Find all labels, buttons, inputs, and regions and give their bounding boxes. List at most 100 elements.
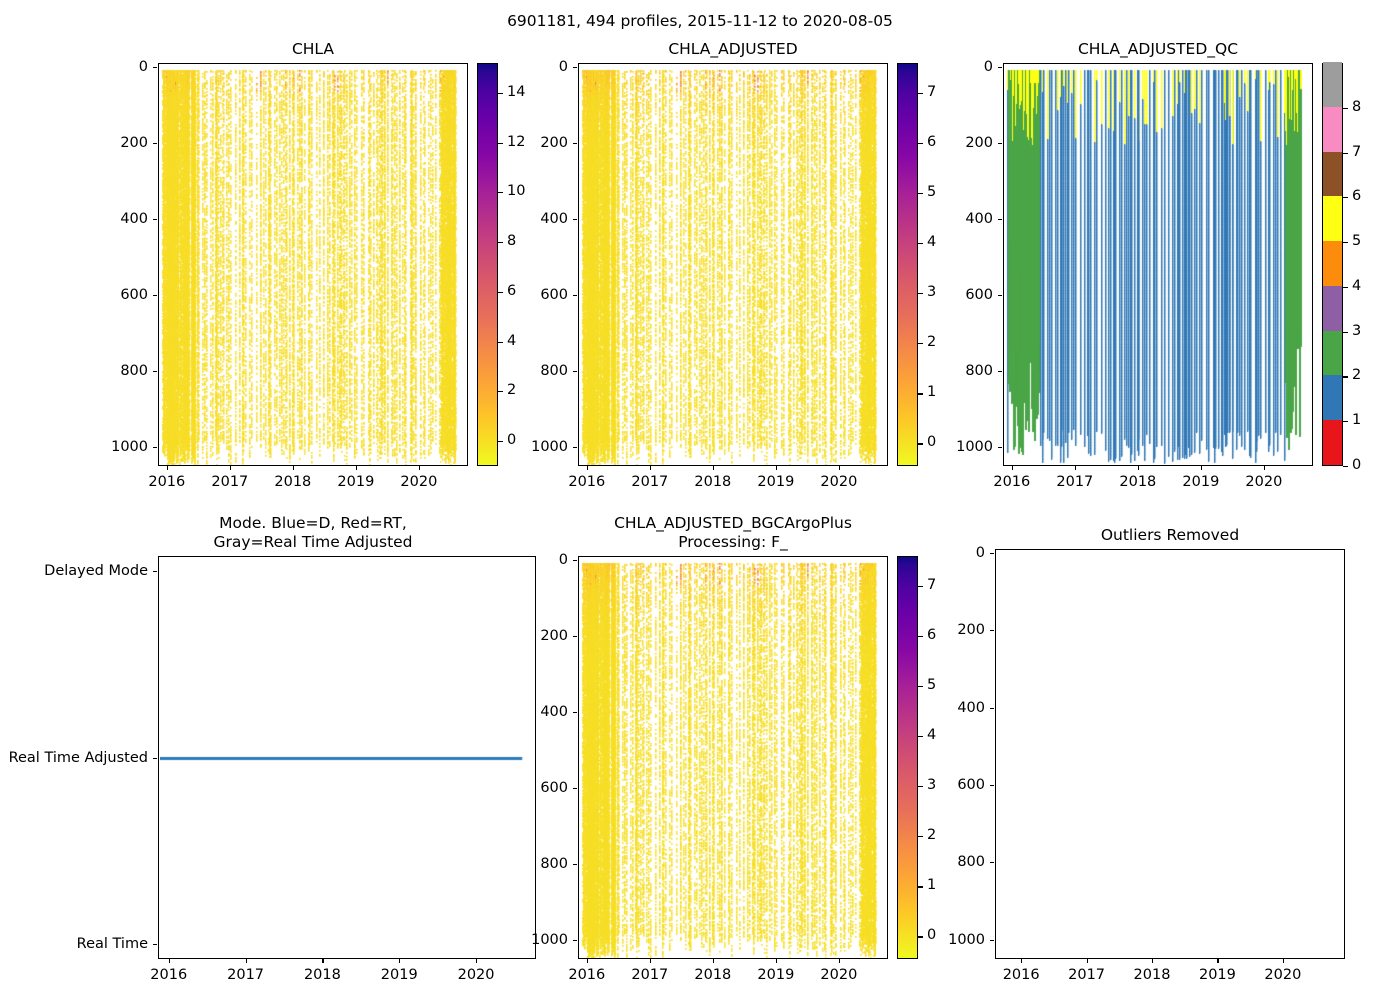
chlaadj-xtick-2017: [649, 466, 651, 470]
figure-title: 6901181, 494 profiles, 2015-11-12 to 202…: [507, 12, 893, 30]
axes-mode[interactable]: [158, 556, 536, 959]
mode-ytick-label-1: Real Time Adjusted: [8, 749, 148, 766]
qc-cbtick-label-3: 3: [1352, 322, 1362, 339]
out-xtick-label-2019: 2019: [1198, 967, 1236, 983]
qc-cbtick-label-4: 4: [1352, 277, 1362, 294]
chlaadj-xtick-label-2017: 2017: [631, 474, 669, 490]
out-ytick-600: [990, 784, 994, 787]
bgc-ytick-400: [573, 711, 577, 713]
chlaadj-cbtick-label-6: 6: [927, 134, 937, 151]
chlaadj-cbtick-7: [918, 93, 923, 95]
bgc-xtick-label-2019: 2019: [757, 967, 795, 983]
bgc-xtick-2019: [775, 959, 777, 963]
bgc-ytick-600: [573, 787, 577, 789]
bgc-cbtick-5: [918, 686, 923, 688]
chla-xtick-2017: [229, 466, 231, 470]
chla-cbtick-6: [498, 291, 503, 293]
panel-outliers-removed-title: Outliers Removed: [1100, 526, 1240, 544]
chlaadj-xtick-label-2018: 2018: [694, 474, 732, 490]
bgc-cbtick-6: [918, 636, 923, 638]
axes-chla-adjusted[interactable]: [578, 63, 888, 466]
qc-cbtick-label-0: 0: [1352, 457, 1362, 473]
chla-ytick-0: [153, 66, 157, 68]
chla-cbtick-0: [498, 441, 503, 443]
chlaadj-xtick-2020: [838, 466, 840, 470]
axes-chla-adjusted-qc[interactable]: [1003, 63, 1313, 466]
bgc-xtick-2020: [838, 959, 840, 963]
chla-ytick-400: [153, 218, 157, 220]
out-ytick-label-600: 600: [957, 776, 985, 793]
chlaadj-cbtick-6: [918, 143, 923, 145]
chla-ytick-1000: [153, 446, 157, 449]
out-ytick-label-400: 400: [957, 699, 985, 716]
bgc-xtick-label-2020: 2020: [820, 967, 858, 983]
qc-cbtick-label-7: 7: [1352, 143, 1362, 160]
colorbar-qc-segment-4: [1323, 241, 1342, 286]
out-ytick-200: [990, 630, 994, 632]
chla-cbtick-10: [498, 192, 503, 194]
chlaadj-ytick-label-0: 0: [558, 58, 568, 75]
qc-xtick-2020: [1263, 466, 1265, 470]
mode-xtick-2020: [476, 959, 478, 963]
qc-xtick-label-2018: 2018: [1119, 474, 1157, 490]
chla-ytick-800: [153, 370, 157, 373]
chlaadj-ytick-label-400: 400: [540, 210, 568, 227]
qc-xtick-2019: [1200, 466, 1202, 470]
bgc-ytick-0: [573, 559, 577, 561]
chla-xtick-label-2016: 2016: [148, 474, 186, 490]
chla-xtick-label-2017: 2017: [211, 474, 249, 490]
bgc-ytick-label-200: 200: [540, 627, 568, 644]
qc-ytick-label-0: 0: [983, 58, 993, 75]
chlaadj-ytick-800: [573, 370, 577, 373]
qc-cbtick-0: [1343, 466, 1348, 468]
chlaadj-cbtick-5: [918, 193, 923, 195]
chlaadj-xtick-2018: [712, 466, 714, 470]
chla-cbtick-14: [498, 92, 503, 94]
mode-xtick-2019: [399, 959, 401, 963]
bgc-xtick-2016: [586, 959, 588, 963]
bgc-cbtick-label-4: 4: [927, 727, 937, 744]
bgc-ytick-800: [573, 863, 577, 866]
axes-chla[interactable]: [158, 63, 468, 466]
ax-qc-data-layer: [1005, 65, 1312, 465]
qc-ytick-200: [998, 142, 1002, 144]
chla-cbtick-8: [498, 242, 503, 244]
bgc-cbtick-label-3: 3: [927, 777, 937, 794]
axes-outliers-removed[interactable]: [995, 549, 1345, 959]
qc-ytick-label-400: 400: [965, 210, 993, 227]
out-xtick-label-2018: 2018: [1133, 967, 1171, 983]
bgc-ytick-label-1000: 1000: [531, 931, 568, 948]
bgc-ytick-1000: [573, 939, 577, 942]
colorbar-chla-adjusted: [897, 63, 918, 466]
chlaadj-ytick-400: [573, 218, 577, 220]
mode-ytick-0: [153, 570, 157, 573]
out-xtick-label-2020: 2020: [1264, 967, 1302, 983]
qc-xtick-2018: [1137, 466, 1139, 470]
colorbar-qc-segment-8: [1323, 62, 1342, 107]
out-ytick-400: [990, 707, 994, 709]
chlaadj-cbtick-2: [918, 343, 923, 345]
qc-cbtick-3: [1343, 331, 1348, 333]
chlaadj-cbtick-label-0: 0: [927, 434, 937, 451]
out-xtick-label-2017: 2017: [1068, 967, 1106, 983]
chla-cbtick-label-6: 6: [507, 282, 517, 299]
qc-cbtick-4: [1343, 286, 1348, 288]
bgc-cbtick-label-7: 7: [927, 577, 937, 594]
qc-cbtick-5: [1343, 242, 1348, 244]
bgc-ytick-label-0: 0: [558, 551, 568, 568]
chla-cbtick-4: [498, 341, 503, 343]
qc-cbtick-label-6: 6: [1352, 188, 1362, 205]
colorbar-chla: [477, 63, 498, 466]
qc-xtick-label-2017: 2017: [1056, 474, 1094, 490]
chlaadj-cbtick-3: [918, 293, 923, 295]
mode-ytick-label-2: Real Time: [76, 936, 148, 953]
bgc-xtick-label-2016: 2016: [568, 967, 606, 983]
chlaadj-cbtick-1: [918, 393, 923, 395]
chla-cbtick-label-0: 0: [507, 432, 517, 449]
bgc-xtick-label-2017: 2017: [631, 967, 669, 983]
qc-ytick-label-200: 200: [965, 134, 993, 151]
axes-bgcargoplus[interactable]: [578, 556, 888, 959]
bgc-cbtick-2: [918, 836, 923, 838]
chla-xtick-2019: [355, 466, 357, 470]
